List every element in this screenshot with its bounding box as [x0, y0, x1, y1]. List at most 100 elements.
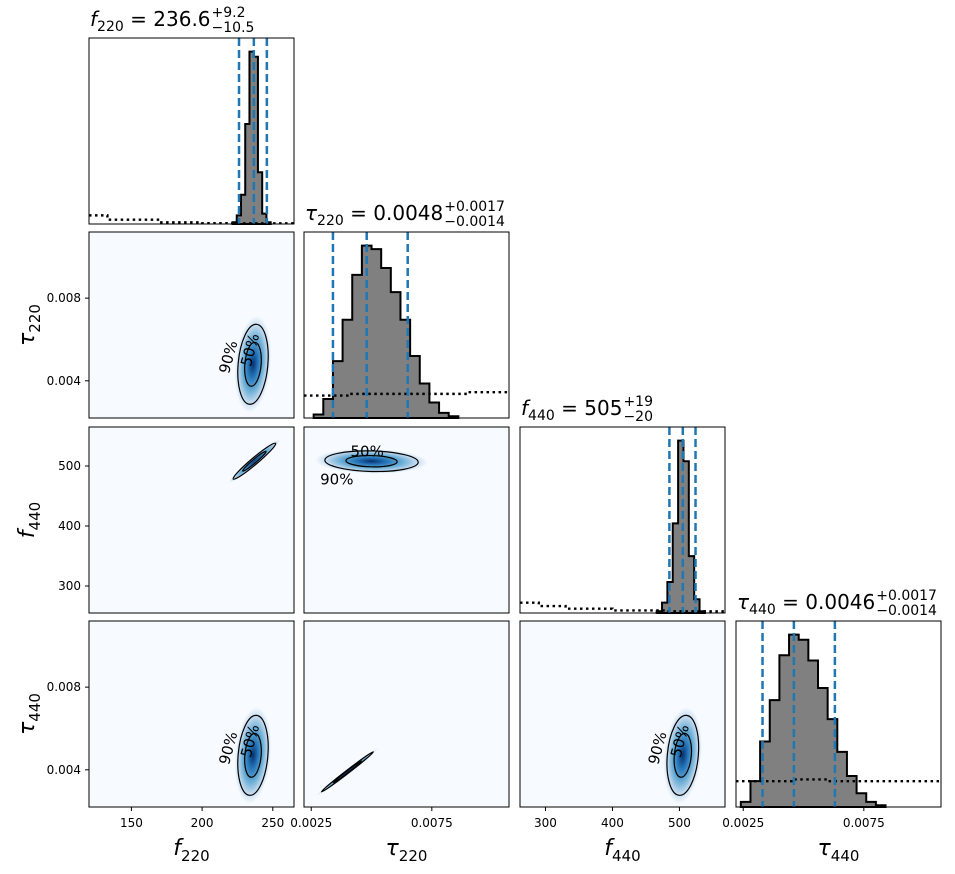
x-tick-label: 300 [534, 816, 557, 830]
title-equals: = [344, 201, 373, 225]
hist-panel-tau440: τ440 = 0.0046 +0.0017−0.0014 [735, 588, 942, 808]
title-symbol: τ [305, 201, 318, 225]
contour-90-2-0 [232, 442, 277, 480]
x-axis-label-tau220-sub: 220 [399, 847, 428, 865]
density-1-0 [234, 315, 272, 413]
density-3-2 [663, 706, 702, 804]
y-axis-label-tau220: τ220 [15, 304, 44, 346]
contour-90-3-0 [237, 714, 269, 796]
contour-label-90: 90% [320, 471, 353, 489]
contour-50-3-2 [673, 732, 693, 778]
y-tick-label: 500 [58, 459, 81, 473]
title-tau220: τ220 = 0.0048 [305, 201, 443, 229]
title-equals: = [555, 396, 584, 420]
contour-50-3-1 [332, 760, 363, 784]
x-tick-label: 0.0025 [290, 816, 332, 830]
joint-panel-3-0: 90%50% [88, 620, 295, 808]
density-2-1 [315, 448, 428, 474]
x-axis-label-tau220: τ220 [386, 836, 428, 865]
x-axis-label-f440-sub: 440 [612, 847, 641, 865]
joint-panel-1-0: 90%50% [88, 231, 295, 419]
y-tick-label: 0.008 [47, 291, 81, 305]
prior-curve-tau440 [736, 778, 941, 783]
title-plus-f440: +19 [623, 394, 653, 410]
title-median: 236.6 [153, 7, 210, 31]
title-f440: f440 = 505 [521, 396, 622, 424]
x-tick-label: 0.0075 [411, 816, 453, 830]
title-equals: = [124, 7, 153, 31]
x-axis-f440: 300 400 500 f440 [534, 807, 691, 865]
title-plus-tau220: +0.0017 [444, 199, 505, 215]
title-symbol: f [90, 7, 100, 31]
joint-panel-2-0 [88, 426, 295, 614]
y-axis-label-tau440-sub: 440 [26, 693, 44, 722]
x-tick-label: 250 [261, 816, 284, 830]
title-plus-tau440: +0.0017 [876, 588, 937, 604]
title-median: 0.0048 [373, 201, 443, 225]
x-tick-label: 0.0075 [843, 816, 885, 830]
title-sub: 440 [528, 408, 555, 424]
posterior-histogram-tau220 [312, 244, 460, 419]
y-axis-label-f440-symbol: f [15, 527, 40, 538]
x-axis-label-f440-symbol: f [604, 836, 615, 861]
title-symbol: f [521, 396, 531, 420]
hist-panel-tau220: τ220 = 0.0048 +0.0017−0.0014 [303, 199, 510, 419]
hist-panel-f440: f440 = 505 +19−20 [519, 394, 726, 614]
contour-90-3-2 [666, 714, 700, 796]
joint-panel-2-1: 90% 50% [303, 426, 510, 614]
title-sub: 220 [317, 213, 344, 229]
title-f220: f220 = 236.6 [90, 7, 211, 35]
title-equals: = [776, 590, 805, 614]
contour-90-1-0 [237, 323, 269, 405]
contour-90-2-1 [324, 450, 419, 473]
contour-label-50: 50% [351, 442, 384, 460]
x-axis-label-f440: f440 [604, 836, 640, 865]
y-tick-label: 300 [58, 579, 81, 593]
y-axis-label-tau440-symbol: τ [15, 721, 40, 735]
joint-panel-3-2: 90%50% [519, 620, 726, 808]
x-axis-label-f220: f220 [173, 836, 209, 865]
y-tick-label: 0.004 [47, 763, 81, 777]
prior-curve-tau220 [304, 390, 509, 397]
x-tick-label: 400 [601, 816, 624, 830]
x-axis-tau440: 0.0025 0.0075 τ440 [722, 807, 885, 865]
y-axis-f440: 300 400 500 f440 [15, 459, 89, 593]
density-2-0 [228, 439, 281, 484]
y-axis-label-tau440: τ440 [15, 693, 44, 735]
y-tick-label: 0.004 [47, 374, 81, 388]
title-minus-f220: −10.5 [212, 20, 255, 36]
contour-50-2-1 [345, 454, 398, 468]
x-axis-label-tau440-symbol: τ [818, 836, 832, 861]
title-tau440: τ440 = 0.0046 [737, 590, 875, 618]
hist-panel-f220: f220 = 236.6 +9.2−10.5 [88, 5, 295, 225]
density-3-0 [234, 706, 272, 804]
x-tick-label: 500 [668, 816, 691, 830]
title-median: 505 [584, 396, 622, 420]
contour-50-3-0 [244, 732, 262, 778]
x-tick-label: 150 [120, 816, 143, 830]
contour-90-3-1 [320, 751, 374, 793]
title-sub: 440 [749, 602, 776, 618]
x-axis-label-tau220-symbol: τ [386, 836, 400, 861]
density-3-1 [316, 747, 379, 797]
x-axis-label-f220-sub: 220 [181, 847, 210, 865]
contour-50-2-0 [242, 450, 267, 472]
x-axis-label-f220-symbol: f [173, 836, 184, 861]
title-minus-tau440: −0.0014 [876, 603, 937, 619]
title-symbol: τ [737, 590, 750, 614]
prior-curve-f440 [520, 601, 725, 613]
x-axis-label-tau440-sub: 440 [831, 847, 860, 865]
x-axis-tau220: 0.0025 0.0075 τ220 [290, 807, 453, 865]
y-axis-label-tau220-sub: 220 [26, 304, 44, 333]
joint-panel-3-1 [303, 620, 510, 808]
y-tick-label: 0.008 [47, 680, 81, 694]
title-median: 0.0046 [805, 590, 875, 614]
x-axis-label-tau440: τ440 [818, 836, 860, 865]
title-minus-tau220: −0.0014 [444, 214, 505, 230]
x-tick-label: 0.0025 [722, 816, 764, 830]
y-axis-label-f440-sub: 440 [26, 502, 44, 531]
title-minus-f440: −20 [623, 409, 653, 425]
